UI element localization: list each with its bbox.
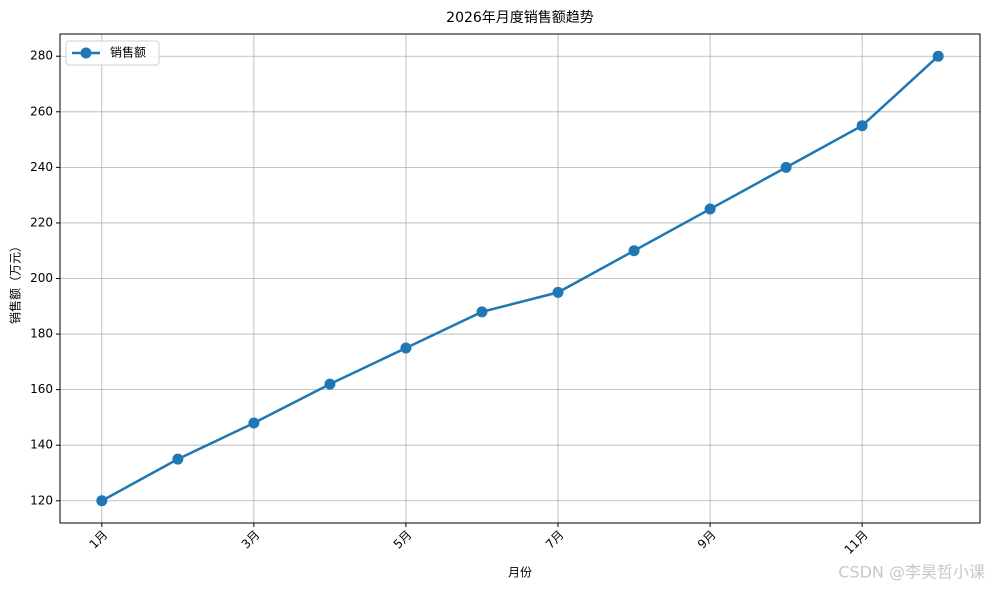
legend-marker bbox=[80, 47, 92, 59]
legend-box bbox=[65, 40, 160, 66]
data-point bbox=[780, 161, 792, 173]
watermark: CSDN @李昊哲小课 bbox=[838, 563, 985, 582]
data-point bbox=[932, 50, 944, 62]
data-point bbox=[552, 286, 564, 298]
series-line bbox=[101, 55, 940, 502]
data-point bbox=[96, 495, 108, 507]
y-tick-label: 260 bbox=[30, 104, 53, 118]
chart-title: 2026年月度销售额趋势 bbox=[446, 10, 594, 26]
legend-label: 销售额 bbox=[110, 45, 146, 60]
data-point bbox=[172, 453, 184, 465]
y-tick-label: 160 bbox=[30, 382, 53, 396]
plot-frame bbox=[59, 33, 981, 524]
data-point bbox=[324, 378, 336, 390]
y-tick-label: 220 bbox=[30, 215, 53, 229]
y-tick-label: 240 bbox=[30, 160, 53, 174]
y-tick-label: 180 bbox=[30, 327, 53, 341]
y-axis-label: 销售额（万元） bbox=[8, 240, 23, 324]
x-axis-label: 月份 bbox=[508, 566, 532, 580]
data-point bbox=[476, 306, 488, 318]
y-tick-label: 200 bbox=[30, 271, 53, 285]
data-point bbox=[400, 342, 412, 354]
data-point bbox=[704, 203, 716, 215]
y-tick-label: 120 bbox=[30, 493, 53, 507]
data-point bbox=[248, 417, 260, 429]
y-tick-label: 140 bbox=[30, 438, 53, 452]
y-tick-label: 280 bbox=[30, 49, 53, 63]
data-point bbox=[628, 245, 640, 257]
data-point bbox=[856, 120, 868, 132]
